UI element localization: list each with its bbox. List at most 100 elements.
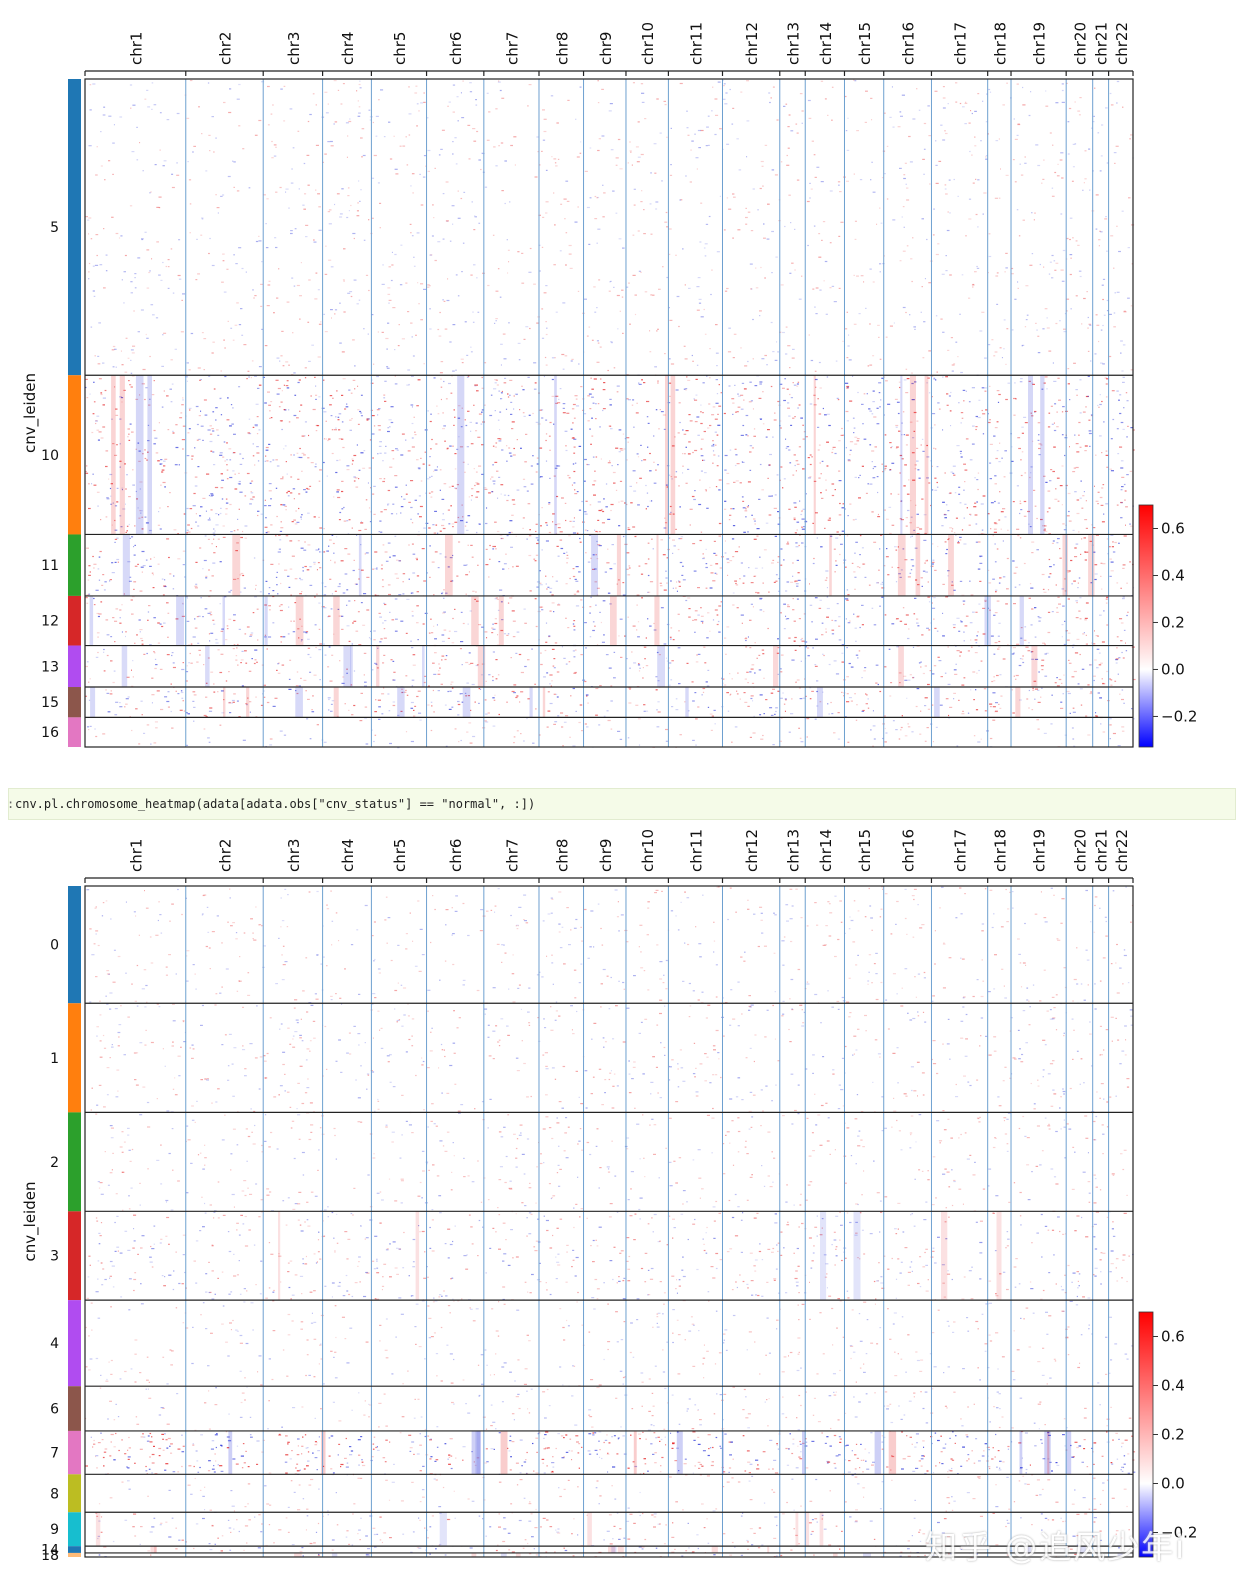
chromosome-label: chr4 [339,32,357,65]
colorbar-tick-label: 0.6 [1161,1328,1185,1346]
chromosome-label: chr16 [900,829,918,872]
chromosome-label: chr1 [127,32,145,65]
watermark: 知乎 @追风少年i [925,1528,1187,1566]
chromosome-label: chr20 [1071,829,1089,872]
cluster-label: 5 [50,220,59,236]
code-prompt: : [7,797,15,811]
chromosome-label: chr15 [856,22,874,65]
chromosome-label: chr13 [785,22,803,65]
colorbar-tick-label: 0.4 [1161,1377,1185,1395]
chromosome-label: chr11 [687,829,705,872]
colorbar [1138,1311,1154,1558]
heatmap-top: chr1 chr2 chr3 chr4 chr5 chr6 chr7 chr8 chr9 chr1… [21,22,1197,749]
cluster-color-bar [68,595,81,646]
cluster-label: 10 [41,448,59,464]
colorbar-tick-label: 0.0 [1161,1475,1185,1493]
colorbar-tick-label: 0.6 [1161,520,1185,538]
chromosome-label: chr10 [639,22,657,65]
plot-frame [84,885,1134,1558]
chromosome-label: chr15 [856,829,874,872]
chromosome-label: chr8 [553,839,571,872]
chromosome-label: chr3 [285,839,303,872]
chromosome-label: chr14 [817,829,835,872]
chromosome-label: chr21 [1093,22,1111,65]
cluster-label: 6 [50,1402,59,1418]
chromosome-label: chr12 [743,22,761,65]
cluster-label: 13 [41,659,59,675]
chromosome-label: chr21 [1093,829,1111,872]
chromosome-label: chr2 [217,839,235,872]
cluster-color-bar [68,375,81,535]
cluster-label: 12 [41,614,59,630]
cluster-color-bar [68,1512,81,1547]
cluster-color-bar [68,1300,81,1387]
cluster-color-bar [68,687,81,718]
chromosome-label: chr8 [553,32,571,65]
cluster-color-bar [68,1112,81,1212]
chromosome-label: chr19 [1031,22,1049,65]
cluster-label: 2 [50,1155,59,1171]
colorbar-tick-label: 0.2 [1161,1426,1185,1444]
cluster-color-bar [68,1211,81,1301]
colorbar-tick-label: 0.0 [1161,661,1185,679]
y-axis-label: cnv_leiden [21,373,40,453]
cluster-label: 18 [41,1548,59,1564]
chromosome-label: chr13 [785,829,803,872]
cluster-label: 1 [50,1051,59,1067]
colorbar-tick-label: 0.2 [1161,614,1185,632]
cluster-color-bar [68,1430,81,1475]
chromosome-label: chr5 [391,32,409,65]
chromosome-label: chr9 [597,839,615,872]
cluster-color-bar [68,1003,81,1113]
chromosome-label: chr10 [639,829,657,872]
cluster-color-bar [68,645,81,688]
chromosome-label: chr17 [952,829,970,872]
cluster-label: 11 [41,558,59,574]
cluster-label: 14 [41,1543,59,1559]
chromosome-label: chr7 [503,839,521,872]
chromosome-label: chr19 [1031,829,1049,872]
chromosome-label: chr18 [991,22,1009,65]
chromosome-label: chr14 [817,22,835,65]
cluster-label: 4 [50,1336,59,1352]
plot-area [85,79,1133,747]
code-line[interactable]: cnv.pl.chromosome_heatmap(adata[adata.ob… [15,797,536,811]
colorbar [1138,504,1154,748]
plot-area [85,886,1133,1557]
chromosome-label: chr7 [503,32,521,65]
cluster-label: 9 [50,1522,59,1538]
cluster-label: 16 [41,725,59,741]
cluster-label: 7 [50,1446,59,1462]
cluster-label: 0 [50,938,59,954]
cluster-color-bar [68,1552,81,1557]
cluster-color-bar [68,534,81,596]
chromosome-label: chr20 [1071,22,1089,65]
chromosome-label: chr12 [743,829,761,872]
cluster-color-bar [68,1474,81,1513]
chromosome-label: chr17 [952,22,970,65]
chromosome-label: chr1 [127,839,145,872]
chromosome-label: chr3 [285,32,303,65]
chromosome-label: chr9 [597,32,615,65]
y-axis-label: cnv_leiden [21,1182,40,1262]
cluster-color-bar [68,1546,81,1553]
chromosome-label: chr2 [217,32,235,65]
chromosome-label: chr4 [339,839,357,872]
heatmap-bottom: chr1 chr2 chr3 chr4 chr5 chr6 chr7 chr8 chr9 chr1… [21,829,1197,1564]
cluster-color-bar [68,1386,81,1431]
cluster-label: 3 [50,1249,59,1265]
chromosome-label: chr11 [687,22,705,65]
cluster-color-bar [68,79,81,376]
chromosome-label: chr6 [447,32,465,65]
colorbar-tick-label: 0.4 [1161,567,1185,585]
chromosome-label: chr22 [1113,829,1131,872]
plot-frame [84,78,1134,748]
cluster-label: 8 [50,1486,59,1502]
chromosome-label: chr18 [991,829,1009,872]
chromosome-label: chr6 [447,839,465,872]
chromosome-label: chr22 [1113,22,1131,65]
colorbar-tick-label: −0.2 [1161,708,1197,726]
code-cell[interactable]: : cnv.pl.chromosome_heatmap(adata[adata.… [7,788,1236,820]
chromosome-label: chr5 [391,839,409,872]
colorbar-tick-label: −0.2 [1161,1524,1197,1542]
